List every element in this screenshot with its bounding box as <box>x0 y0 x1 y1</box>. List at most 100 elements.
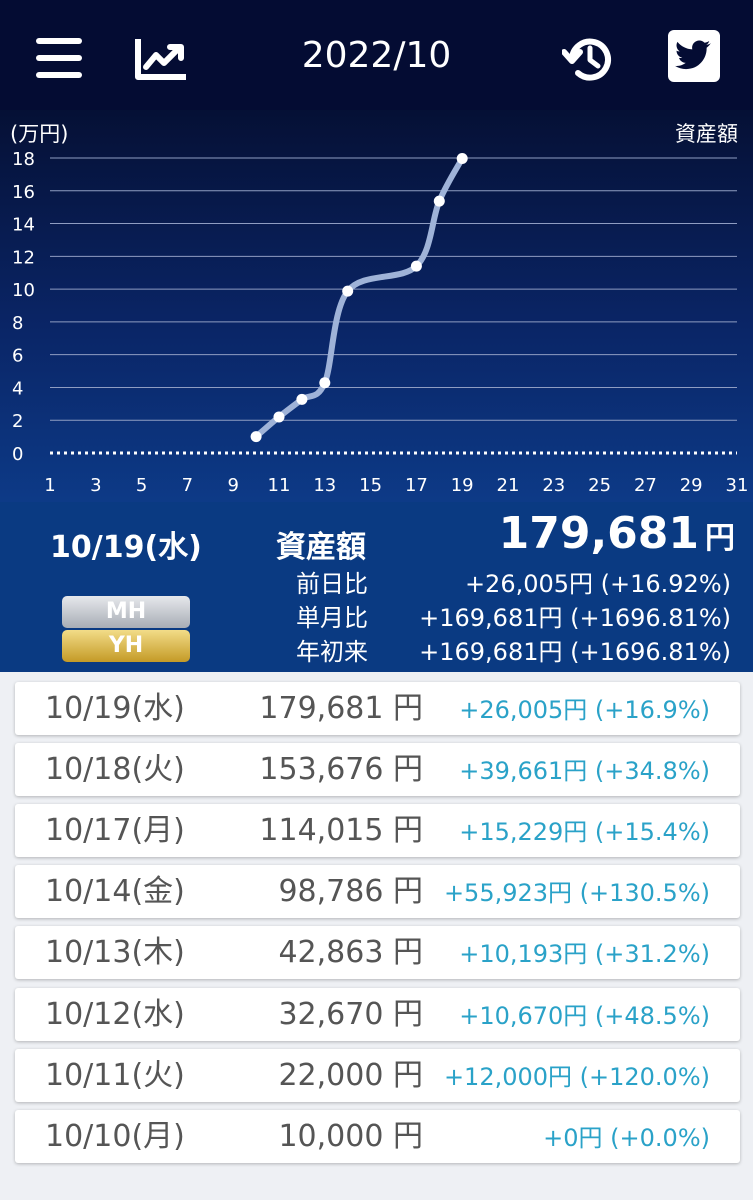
summary-row-label: 単月比 <box>296 604 368 632</box>
menu-icon[interactable] <box>36 38 82 78</box>
row-change: +0円 (+0.0%) <box>543 1124 710 1152</box>
row-change: +39,661円 (+34.8%) <box>459 757 710 785</box>
row-change: +10,193円 (+31.2%) <box>459 940 710 968</box>
list-item[interactable]: 10/14(金) 98,786 円 +55,923円 (+130.5%) <box>15 865 740 918</box>
list-item[interactable]: 10/19(水) 179,681 円 +26,005円 (+16.9%) <box>15 682 740 735</box>
data-point <box>273 411 285 423</box>
row-date: 10/17(月) <box>45 813 185 848</box>
data-point <box>456 152 468 164</box>
row-amount-value: 98,786 <box>278 874 384 909</box>
summary-value: 179,681 円 <box>499 508 735 559</box>
row-amount: 42,863 円 <box>255 934 423 972</box>
x-tick-label: 3 <box>90 475 101 496</box>
row-amount: 179,681 円 <box>255 690 423 728</box>
x-tick-label: 25 <box>588 475 611 496</box>
list-item[interactable]: 10/11(火) 22,000 円 +12,000円 (+120.0%) <box>15 1049 740 1102</box>
series-label: 資産額 <box>675 122 738 146</box>
row-amount: 153,676 円 <box>255 751 423 789</box>
x-tick-label: 9 <box>227 475 238 496</box>
x-tick-label: 11 <box>268 475 291 496</box>
row-amount-unit: 円 <box>393 752 423 787</box>
data-point <box>319 377 331 389</box>
row-amount: 22,000 円 <box>255 1057 423 1095</box>
row-amount-value: 10,000 <box>278 1119 384 1154</box>
twitter-icon[interactable] <box>668 30 720 82</box>
x-tick-label: 21 <box>497 475 520 496</box>
y-tick-label: 12 <box>12 247 35 268</box>
summary-amount: 179,681 <box>498 508 699 559</box>
mh-badge[interactable]: MH <box>62 596 190 628</box>
x-tick-label: 5 <box>136 475 147 496</box>
row-date: 10/13(木) <box>45 935 185 970</box>
summary-row-month: 単月比 +169,681円 (+1696.81%) <box>0 598 753 632</box>
y-tick-label: 16 <box>12 182 35 203</box>
row-change: +26,005円 (+16.9%) <box>459 696 710 724</box>
x-tick-label: 23 <box>542 475 565 496</box>
row-date: 10/14(金) <box>45 874 185 909</box>
row-date: 10/11(火) <box>45 1058 185 1093</box>
row-change: +12,000円 (+120.0%) <box>443 1063 710 1091</box>
y-tick-label: 4 <box>12 378 23 399</box>
x-tick-label: 1 <box>44 475 55 496</box>
y-unit-label: (万円) <box>10 122 69 146</box>
daily-asset-list: 10/19(水) 179,681 円 +26,005円 (+16.9%) 10/… <box>0 672 753 1200</box>
row-amount: 98,786 円 <box>255 873 423 911</box>
summary-row-value: +169,681円 (+1696.81%) <box>419 604 731 632</box>
summary-label: 資産額 <box>276 530 366 565</box>
row-amount: 32,670 円 <box>255 996 423 1034</box>
x-tick-label: 13 <box>313 475 336 496</box>
list-item[interactable]: 10/12(水) 32,670 円 +10,670円 (+48.5%) <box>15 988 740 1041</box>
summary-unit: 円 <box>705 521 735 556</box>
list-item[interactable]: 10/18(火) 153,676 円 +39,661円 (+34.8%) <box>15 743 740 796</box>
x-tick-label: 19 <box>451 475 474 496</box>
data-point <box>342 285 354 297</box>
summary-row-ytd: 年初来 +169,681円 (+1696.81%) <box>0 632 753 666</box>
summary-row-label: 年初来 <box>296 638 368 666</box>
row-date: 10/12(水) <box>45 997 185 1032</box>
summary-row-value: +26,005円 (+16.92%) <box>464 570 731 598</box>
x-tick-label: 7 <box>182 475 193 496</box>
data-point <box>433 195 445 207</box>
row-amount-value: 114,015 <box>259 813 384 848</box>
row-amount-value: 22,000 <box>278 1058 384 1093</box>
x-tick-label: 29 <box>680 475 703 496</box>
row-date: 10/18(火) <box>45 752 185 787</box>
list-item[interactable]: 10/13(木) 42,863 円 +10,193円 (+31.2%) <box>15 926 740 979</box>
series-line <box>253 155 466 440</box>
y-tick-label: 10 <box>12 280 35 301</box>
row-amount-value: 153,676 <box>259 752 384 787</box>
row-amount-unit: 円 <box>393 997 423 1032</box>
data-point <box>250 431 262 443</box>
y-tick-label: 0 <box>12 444 23 465</box>
list-item[interactable]: 10/10(月) 10,000 円 +0円 (+0.0%) <box>15 1110 740 1163</box>
y-tick-label: 8 <box>12 313 23 334</box>
row-amount-unit: 円 <box>393 874 423 909</box>
data-point <box>296 393 308 405</box>
x-tick-label: 27 <box>634 475 657 496</box>
row-amount-unit: 円 <box>393 1119 423 1154</box>
app-header: 2022/10 <box>0 0 753 120</box>
summary-date: 10/19(水) <box>50 530 202 565</box>
list-item[interactable]: 10/17(月) 114,015 円 +15,229円 (+15.4%) <box>15 804 740 857</box>
row-amount-unit: 円 <box>393 691 423 726</box>
row-amount: 10,000 円 <box>255 1118 423 1156</box>
y-tick-label: 2 <box>12 411 23 432</box>
row-change: +10,670円 (+48.5%) <box>459 1002 710 1030</box>
row-date: 10/19(水) <box>45 691 185 726</box>
row-amount-unit: 円 <box>393 1058 423 1093</box>
row-amount-unit: 円 <box>393 935 423 970</box>
data-point <box>410 260 422 272</box>
summary-row-value: +169,681円 (+1696.81%) <box>419 638 731 666</box>
summary-row-day: 前日比 +26,005円 (+16.92%) <box>0 564 753 598</box>
x-tick-label: 31 <box>726 475 749 496</box>
line-chart-icon[interactable] <box>134 35 190 81</box>
row-amount-value: 42,863 <box>278 935 384 970</box>
y-tick-label: 18 <box>12 149 35 170</box>
history-icon[interactable] <box>561 32 616 86</box>
yh-badge[interactable]: YH <box>62 630 190 662</box>
row-change: +55,923円 (+130.5%) <box>443 879 710 907</box>
row-amount-unit: 円 <box>393 813 423 848</box>
row-date: 10/10(月) <box>45 1119 185 1154</box>
